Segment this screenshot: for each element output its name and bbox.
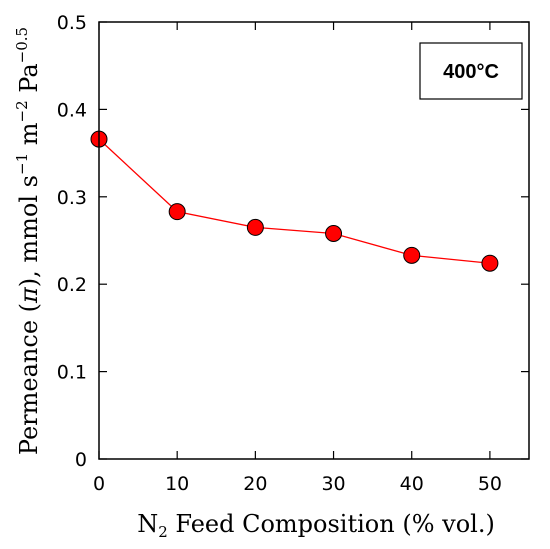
- data-point: [168, 203, 186, 221]
- annotation-box: 400°C: [419, 42, 523, 100]
- y-tick-label: 0: [75, 449, 87, 471]
- y-tick-label: 0.2: [57, 274, 87, 296]
- x-axis-label: N2 Feed Composition (% vol.): [137, 510, 495, 541]
- y-axis-label: Permeance (π), mmol s−1 m−2 Pa−0.5: [13, 27, 43, 455]
- data-point: [246, 218, 264, 236]
- series-layer: [90, 130, 499, 272]
- data-point: [325, 225, 343, 243]
- series-line: [98, 138, 490, 264]
- x-tick-label: 0: [93, 473, 105, 495]
- x-tick-label: 40: [400, 473, 424, 495]
- data-point: [481, 254, 499, 272]
- y-tick-label: 0.1: [57, 362, 87, 384]
- y-tick-label: 0.4: [57, 99, 87, 121]
- y-tick-label: 0.5: [57, 12, 87, 34]
- x-tick-label: 30: [321, 473, 345, 495]
- x-tick-label: 20: [243, 473, 267, 495]
- data-point: [403, 246, 421, 264]
- y-tick-label: 0.3: [57, 187, 87, 209]
- temperature-annotation: 400°C: [443, 61, 499, 83]
- plot-frame: [98, 21, 530, 460]
- x-tick-label: 10: [165, 473, 189, 495]
- x-tick-label: 50: [478, 473, 502, 495]
